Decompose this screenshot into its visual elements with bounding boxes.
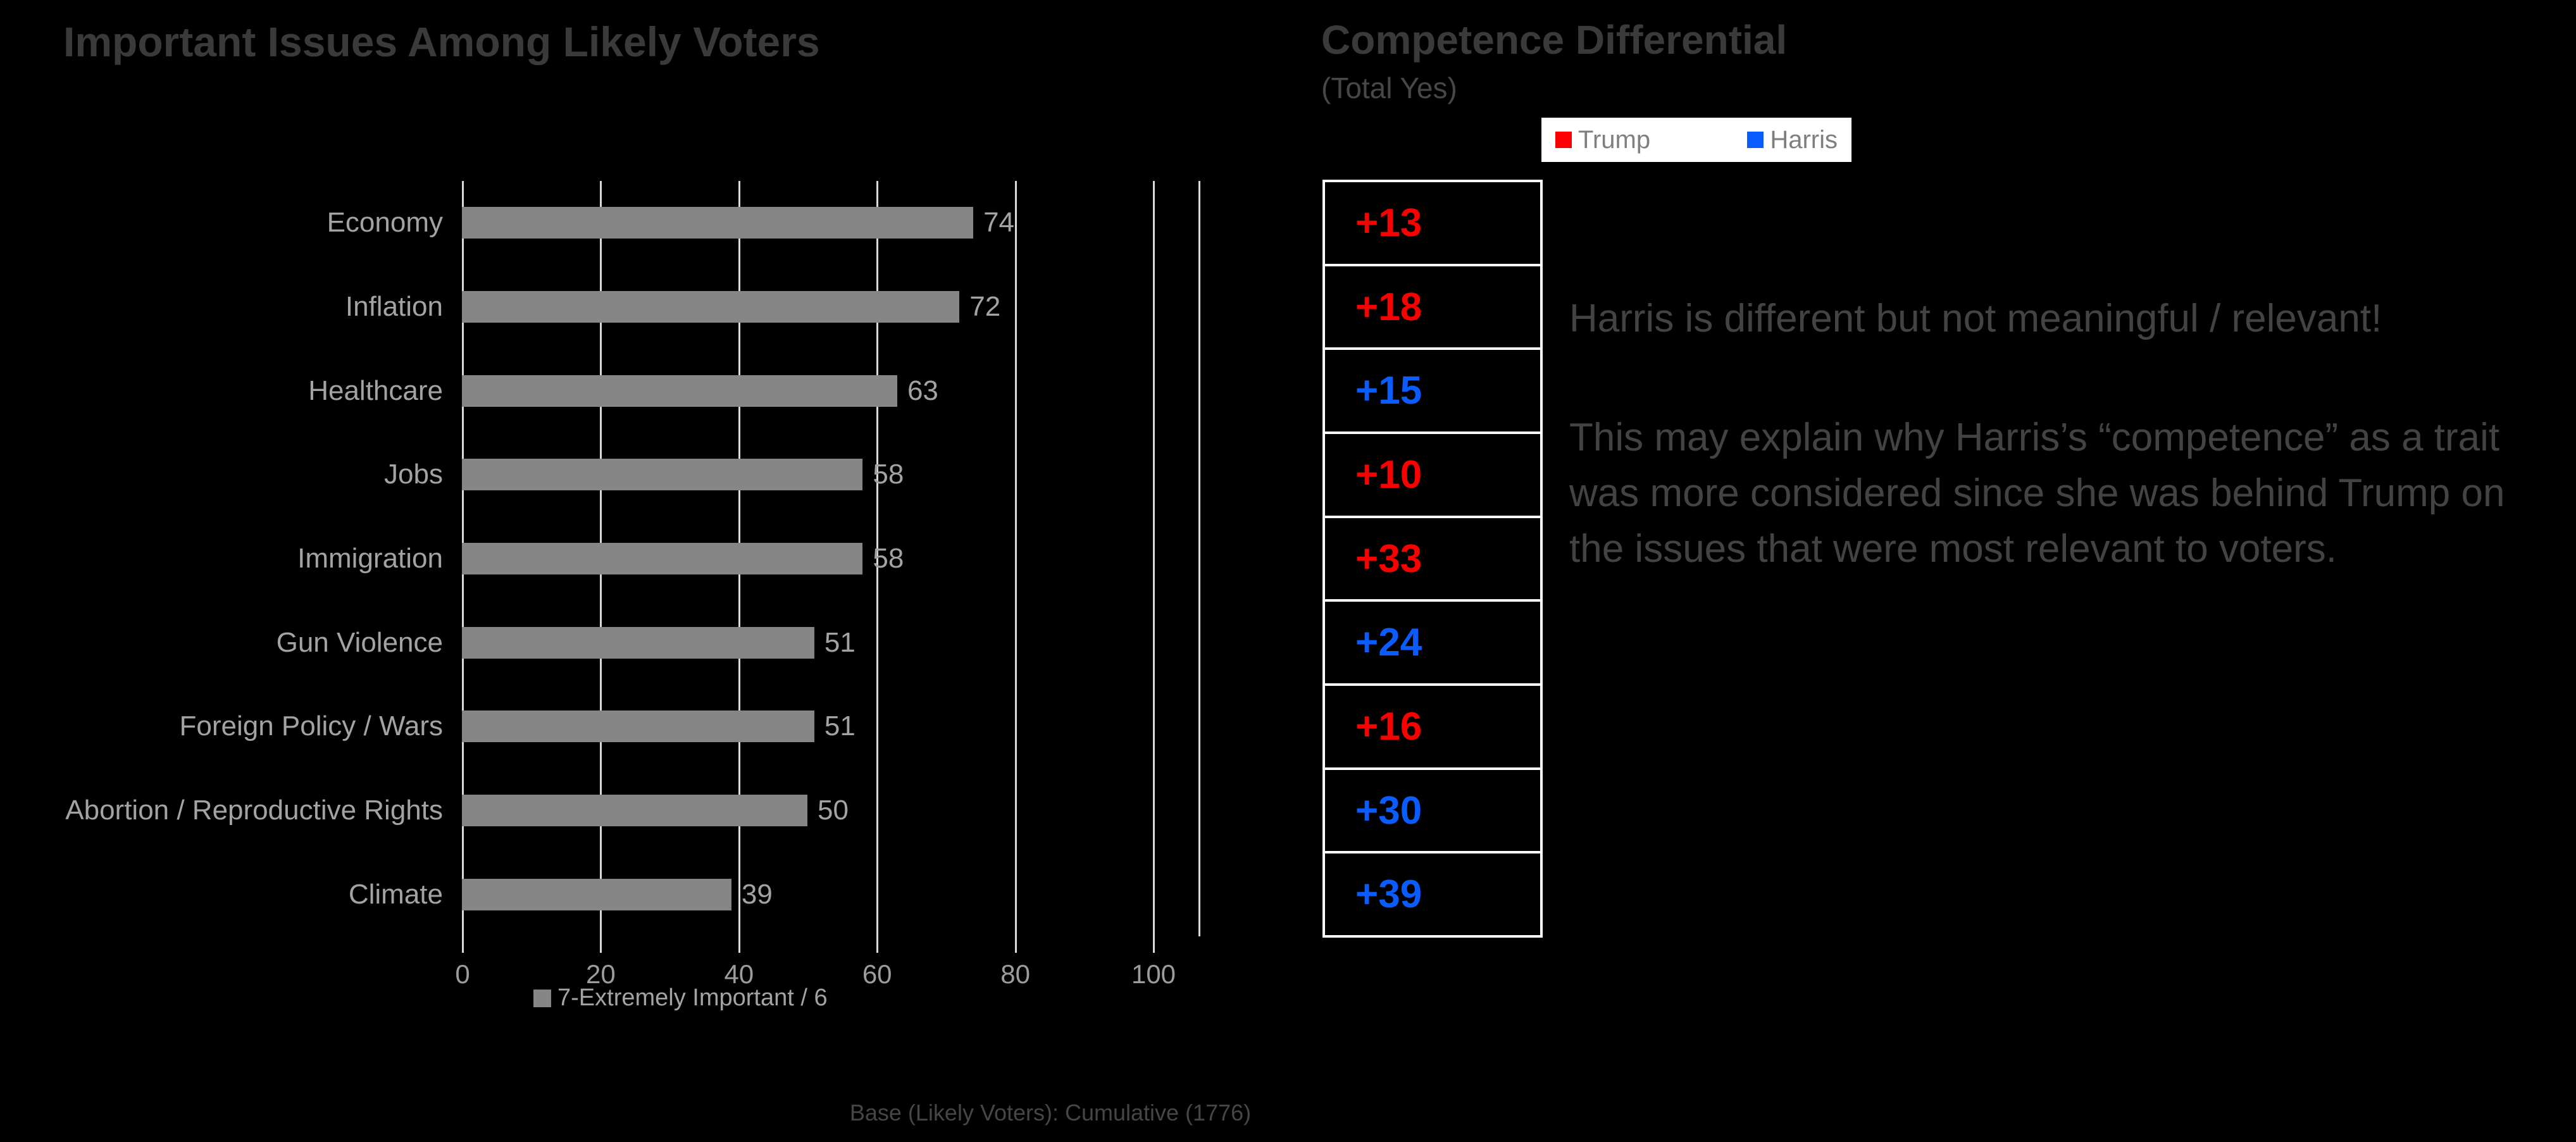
category-label: Inflation	[345, 291, 443, 322]
diff-cell: +15	[1325, 350, 1540, 435]
issues-bar-chart: Economy 74 Inflation 72 Healthcare 63 Jobs 58 Im…	[0, 181, 1200, 936]
bar-value-label: 51	[824, 626, 856, 658]
legend-label: Trump	[1578, 125, 1651, 154]
bar-value-label: 58	[873, 459, 904, 490]
gridline	[1153, 181, 1155, 936]
notes-body: This may explain why Harris’s “competenc…	[1569, 416, 2505, 571]
category-label: Foreign Policy / Wars	[179, 711, 443, 742]
bar-row: Gun Violence 51	[0, 600, 1200, 685]
x-tick-label: 40	[724, 959, 754, 989]
bar-value-label: 51	[824, 711, 856, 742]
x-tick-label: 0	[455, 959, 470, 989]
competence-subtitle: (Total Yes)	[1321, 71, 1457, 104]
diff-cell: +13	[1325, 182, 1540, 266]
legend-item-harris: Harris	[1747, 126, 1838, 154]
category-label: Economy	[327, 207, 443, 239]
gridline	[1014, 181, 1017, 936]
base-note: Base (Likely Voters): Cumulative (1776)	[849, 1100, 1252, 1126]
x-tick-label: 80	[1000, 959, 1030, 989]
x-tick-label: 100	[1131, 959, 1176, 989]
plot-right-border	[1198, 181, 1200, 936]
diff-cell: +24	[1325, 602, 1540, 686]
legend-label: Harris	[1770, 125, 1838, 154]
bar-value-label: 63	[907, 375, 938, 406]
harris-swatch	[1747, 132, 1764, 148]
legend-item-trump: Trump	[1555, 126, 1650, 154]
bar	[462, 543, 863, 575]
x-tick-mark	[462, 936, 464, 953]
bar-track: 51	[462, 600, 1200, 685]
bar-value-label: 39	[741, 878, 773, 910]
competence-legend: Trump Harris	[1541, 118, 1851, 162]
category-label: Immigration	[297, 543, 443, 574]
bar-row: Immigration 58	[0, 517, 1200, 601]
x-axis: 0 20 40 60 80 100	[455, 936, 1200, 1012]
diff-cell: +33	[1325, 518, 1540, 602]
bar-track: 72	[462, 265, 1200, 349]
diff-cell: +30	[1325, 770, 1540, 854]
bar-track: 74	[462, 181, 1200, 265]
bar-row: Climate 39	[0, 852, 1200, 936]
series-legend-label: 7-Extremely Important / 6	[557, 984, 828, 1011]
series-legend-swatch	[533, 989, 551, 1007]
x-tick-label: 60	[862, 959, 892, 989]
bar	[462, 459, 863, 491]
bar	[462, 795, 807, 827]
x-tick-label: 20	[586, 959, 616, 989]
bar-row: Economy 74	[0, 181, 1200, 265]
bar-value-label: 72	[969, 291, 1001, 322]
bar-row: Inflation 72	[0, 265, 1200, 349]
bar-value-label: 74	[983, 207, 1015, 239]
bar-row: Foreign Policy / Wars 51	[0, 685, 1200, 769]
diff-cell: +16	[1325, 686, 1540, 770]
bar-track: 51	[462, 685, 1200, 769]
bar-row: Abortion / Reproductive Rights 50	[0, 769, 1200, 853]
category-label: Healthcare	[308, 375, 443, 406]
competence-diff-table: +13 +18 +15 +10 +33 +24 +16 +30 +39	[1322, 180, 1543, 938]
bar	[462, 291, 960, 323]
bar	[462, 207, 974, 239]
x-tick-mark	[600, 936, 602, 953]
category-label: Abortion / Reproductive Rights	[65, 795, 443, 826]
gridline	[876, 181, 879, 936]
x-tick-mark	[738, 936, 740, 953]
bar-track: 50	[462, 769, 1200, 853]
x-tick-mark	[1014, 936, 1017, 953]
bar-track: 58	[462, 517, 1200, 601]
category-label: Jobs	[384, 459, 443, 490]
trump-swatch	[1555, 132, 1572, 148]
bar	[462, 878, 731, 910]
bar-track: 63	[462, 349, 1200, 433]
notes-headline: Harris is different but not meaningful /…	[1569, 297, 2382, 340]
issues-chart-title: Important Issues Among Likely Voters	[63, 18, 820, 65]
competence-title: Competence Differential	[1321, 17, 1788, 63]
diff-cell: +18	[1325, 266, 1540, 351]
issues-series-legend: 7-Extremely Important / 6	[533, 984, 828, 1012]
bar-track: 39	[462, 852, 1200, 936]
diff-cell: +10	[1325, 434, 1540, 518]
category-label: Gun Violence	[276, 626, 443, 658]
bar	[462, 626, 814, 659]
bar-value-label: 50	[818, 795, 849, 826]
x-tick-mark	[876, 936, 879, 953]
bar-row: Healthcare 63	[0, 349, 1200, 433]
x-tick-mark	[1153, 936, 1155, 953]
bar-value-label: 58	[873, 543, 904, 574]
diff-cell: +39	[1355, 872, 1422, 917]
bar-track: 58	[462, 433, 1200, 517]
category-label: Climate	[348, 878, 443, 910]
bar	[462, 711, 814, 743]
bar	[462, 375, 897, 407]
bar-row: Jobs 58	[0, 433, 1200, 517]
